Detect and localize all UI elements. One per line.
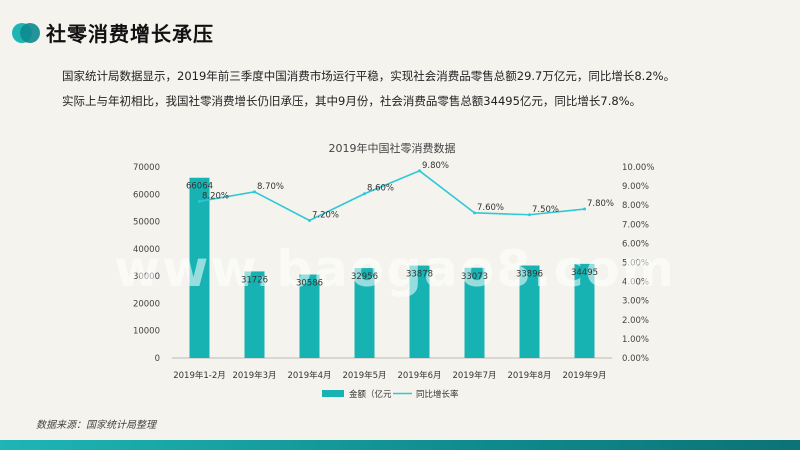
growth-rate-label: 8.70% [257,182,284,192]
growth-rate-label: 7.20% [312,210,339,220]
bar-value-label: 34495 [571,268,598,278]
x-tick-label: 2019年6月 [397,370,441,381]
x-tick-label: 2019年9月 [562,370,606,381]
x-tick-label: 2019年1-2月 [173,370,226,381]
y-left-tick-label: 0 [155,354,160,364]
growth-rate-point [198,199,201,203]
growth-rate-line [199,169,585,222]
growth-rate-label: 9.80% [422,161,449,171]
y-right-tick-label: 6.00% [622,239,649,249]
summary-line-1: 国家统计局数据显示，2019年前三季度中国消费市场运行平稳，实现社会消费品零售总… [62,69,676,83]
y-left-tick-label: 40000 [133,245,160,255]
growth-rate-point [528,213,531,217]
y-right-tick-label: 1.00% [622,335,649,345]
y-right-tick-label: 2.00% [622,316,649,326]
bar [354,268,375,358]
page-header: 社零消费增长承压 [12,18,214,47]
y-right-tick-label: 4.00% [622,278,649,288]
legend-line-label: 同比增长率 [416,389,459,400]
growth-rate-point [308,218,311,222]
data-source: 数据来源：国家统计局整理 [36,420,156,431]
growth-rate-point [583,207,586,211]
bar-value-label: 31726 [241,275,268,285]
growth-rate-point [473,211,476,215]
bar [244,271,265,358]
growth-rate-point [418,169,421,173]
y-left-tick-label: 60000 [133,190,160,200]
y-right-tick-label: 10.00% [622,163,654,173]
watermark-text: www.baogao8.com [114,240,676,298]
bar-value-label: 33073 [461,272,488,282]
bar-value-label: 33878 [406,270,433,280]
growth-rate-label: 8.20% [202,191,229,201]
title-circles-icon [12,20,40,46]
bar-value-label: 33896 [516,270,543,280]
growth-rate-point [253,190,256,194]
x-tick-label: 2019年8月 [507,370,551,381]
x-tick-label: 2019年3月 [232,370,276,381]
bar-value-label: 30586 [296,279,323,289]
growth-rate-label: 7.50% [532,205,559,215]
chart-title: 2019年中国社零消费数据 [329,141,456,155]
summary-text: 国家统计局数据显示，2019年前三季度中国消费市场运行平稳，实现社会消费品零售总… [62,64,782,114]
y-right-tick-label: 0.00% [622,354,649,364]
y-left-tick-label: 10000 [133,327,160,337]
y-right-tick-label: 8.00% [622,201,649,211]
y-right-tick-label: 5.00% [622,259,649,269]
bar [519,265,540,358]
bar [189,177,210,358]
bar-value-label: 32956 [351,272,378,282]
bar [409,265,430,358]
y-right-tick-label: 3.00% [622,297,649,307]
y-right-tick-label: 9.00% [622,182,649,192]
y-left-tick-label: 20000 [133,299,160,309]
bar-value-label: 66064 [186,182,213,192]
legend-bar-label: 金额（亿元 [349,389,392,400]
x-tick-label: 2019年5月 [342,370,386,381]
bar [464,267,485,358]
legend-bar-swatch [322,390,344,397]
x-tick-label: 2019年7月 [452,370,496,381]
y-right-tick-label: 7.00% [622,220,649,230]
x-tick-label: 2019年4月 [287,370,331,381]
bar [574,263,595,358]
y-left-tick-label: 30000 [133,272,160,282]
page-title: 社零消费增长承压 [46,22,214,46]
bar [299,274,320,358]
summary-line-2: 实际上与年初相比，我国社零消费增长仍旧承压，其中9月份，社会消费品零售总额344… [62,94,642,108]
growth-rate-label: 7.60% [477,203,504,213]
y-left-tick-label: 70000 [133,163,160,173]
growth-rate-label: 8.60% [367,184,394,194]
y-left-tick-label: 50000 [133,218,160,228]
growth-rate-point [363,192,366,196]
growth-rate-label: 7.80% [587,199,614,209]
bottom-accent-bar [0,440,800,450]
